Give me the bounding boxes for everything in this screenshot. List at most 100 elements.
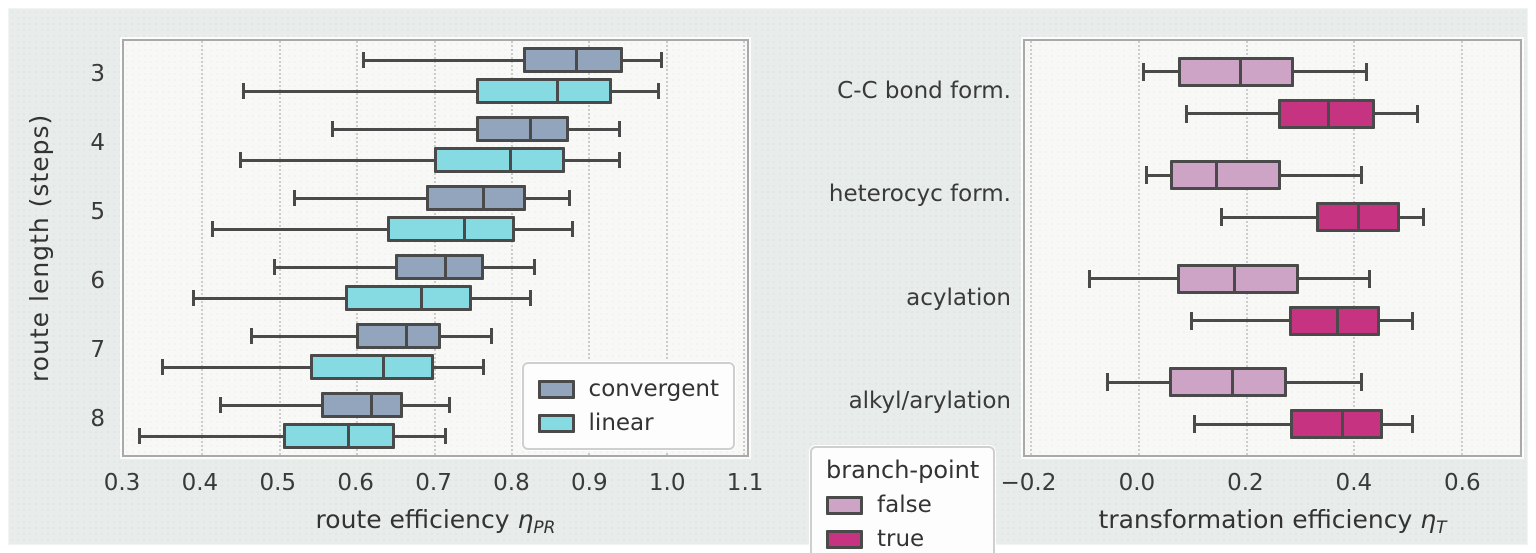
y-tick-label: 8: [90, 405, 105, 432]
right-x-axis-label: transformation efficiency ηT: [1023, 503, 1522, 538]
box-linear: [387, 216, 515, 242]
whisker-cap: [1184, 104, 1188, 123]
whisker-cap: [1410, 415, 1414, 434]
whisker-cap: [1410, 311, 1414, 330]
x-tick-label: 0.0: [1118, 470, 1156, 496]
box-convergent: [522, 47, 624, 73]
whisker-cap: [1416, 104, 1420, 123]
whisker-cap: [1105, 373, 1109, 392]
whisker-cap: [1192, 415, 1196, 434]
box-true: [1290, 409, 1383, 440]
median-line: [381, 357, 385, 377]
whisker-cap: [1190, 311, 1194, 330]
left-legend: convergent linear: [521, 362, 735, 450]
whisker-cap: [528, 290, 532, 306]
median-line: [463, 219, 467, 239]
y-tick-label: 5: [90, 198, 105, 225]
whisker-cap: [1144, 166, 1148, 185]
legend-label-true: true: [877, 526, 925, 552]
right-y-tick-labels: C-C bond form. heterocyc form. acylation al…: [797, 39, 1011, 457]
whisker-cap: [1359, 373, 1363, 392]
box-convergent: [476, 116, 569, 142]
median-line: [509, 150, 513, 170]
whisker-cap: [1365, 62, 1369, 81]
x-tick-label: −0.2: [1000, 470, 1057, 496]
gridline: [1030, 41, 1033, 455]
whisker-cap: [482, 359, 486, 375]
box-convergent: [321, 392, 403, 418]
median-line: [346, 426, 350, 446]
whisker-cap: [532, 259, 536, 275]
median-line: [443, 257, 447, 277]
gridline: [278, 41, 281, 455]
left-x-axis-label-symbol: η: [517, 505, 534, 534]
whisker: [363, 58, 662, 62]
legend-label-convergent: convergent: [588, 376, 719, 402]
legend-label-linear: linear: [588, 410, 654, 436]
gridline: [1353, 41, 1356, 455]
y-tick-label: heterocyc form.: [828, 181, 1011, 208]
legend-row-linear: linear: [537, 406, 719, 440]
x-tick-label: 0.6: [337, 470, 374, 496]
whisker-cap: [242, 83, 246, 99]
x-tick-label: 0.5: [259, 470, 297, 496]
right-x-tick-labels: −0.2 0.0 0.2 0.4 0.6: [1000, 467, 1522, 499]
median-line: [1214, 163, 1218, 188]
median-line: [1357, 205, 1361, 230]
linear-swatch: [537, 413, 575, 433]
left-x-axis-label-text: route efficiency: [315, 505, 518, 534]
whisker-cap: [571, 221, 575, 237]
median-line: [404, 326, 408, 346]
y-tick-label: 7: [90, 336, 105, 363]
box-convergent: [425, 185, 527, 211]
x-tick-label: 0.4: [181, 470, 219, 496]
branch-point-legend: branch-point false true: [810, 446, 996, 553]
y-tick-label: 6: [90, 267, 105, 294]
box-true: [1277, 98, 1375, 129]
whisker: [240, 158, 620, 162]
whisker-cap: [617, 121, 621, 137]
y-tick-label: 3: [90, 60, 105, 87]
left-x-tick-labels: 0.3 0.4 0.5 0.6 0.7 0.8 0.9 1.0 1.1: [104, 467, 764, 499]
median-line: [528, 119, 532, 139]
right-plot-boxes: [1025, 41, 1520, 455]
false-swatch: [826, 495, 863, 515]
box-linear: [344, 285, 473, 311]
whisker-cap: [443, 428, 447, 444]
whisker-cap: [238, 152, 242, 168]
whisker-cap: [1088, 269, 1092, 288]
median-line: [1335, 308, 1339, 333]
right-plot-area: [1023, 39, 1522, 457]
right-x-axis-label-text: transformation efficiency: [1098, 505, 1421, 534]
legend-label-false: false: [877, 492, 932, 518]
legend-row-false: false: [826, 488, 979, 522]
gridline: [510, 41, 513, 455]
whisker-cap: [292, 190, 296, 206]
whisker-cap: [211, 221, 215, 237]
x-tick-label: 0.9: [571, 470, 608, 496]
whisker-cap: [1359, 166, 1363, 185]
left-x-axis-label: route efficiency ηPR: [122, 503, 749, 538]
left-plot-boxes: [124, 41, 747, 455]
box-linear: [476, 78, 612, 104]
gridline: [1137, 41, 1140, 455]
whisker-cap: [617, 152, 621, 168]
median-line: [555, 81, 559, 101]
whisker-cap: [1219, 208, 1223, 227]
box-false: [1170, 160, 1281, 191]
box-linear: [309, 354, 434, 380]
x-tick-label: 0.2: [1227, 470, 1264, 496]
gridline: [201, 41, 204, 455]
x-tick-label: 0.4: [1335, 470, 1373, 496]
x-tick-label: 0.8: [493, 470, 530, 496]
gridline: [356, 41, 359, 455]
median-line: [575, 50, 579, 70]
x-tick-label: 0.7: [415, 470, 452, 496]
median-line: [482, 188, 486, 208]
box-true: [1288, 305, 1381, 336]
x-tick-label: 0.3: [103, 470, 141, 496]
median-line: [1327, 101, 1331, 126]
y-tick-label: C-C bond form.: [837, 77, 1011, 104]
whisker-cap: [447, 397, 451, 413]
